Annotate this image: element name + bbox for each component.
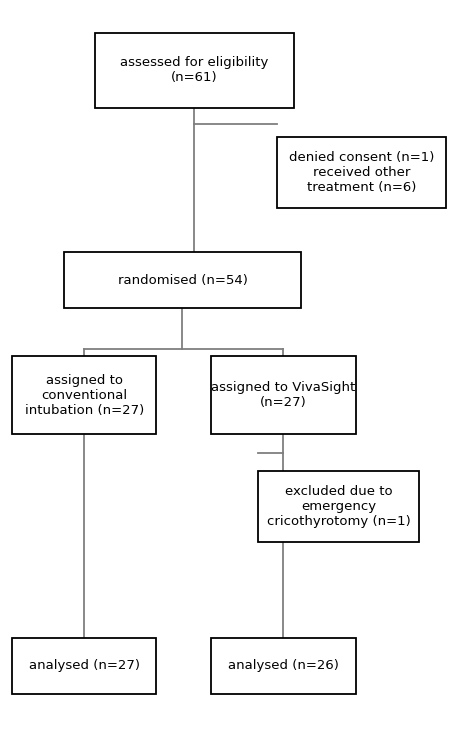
FancyBboxPatch shape	[211, 638, 356, 694]
FancyBboxPatch shape	[12, 638, 156, 694]
FancyBboxPatch shape	[12, 356, 156, 434]
Text: assessed for eligibility
(n=61): assessed for eligibility (n=61)	[120, 56, 269, 85]
FancyBboxPatch shape	[258, 471, 419, 542]
FancyBboxPatch shape	[277, 137, 446, 208]
FancyBboxPatch shape	[64, 252, 301, 308]
Text: assigned to VivaSight
(n=27): assigned to VivaSight (n=27)	[211, 381, 356, 409]
Text: assigned to
conventional
intubation (n=27): assigned to conventional intubation (n=2…	[25, 374, 144, 416]
Text: analysed (n=27): analysed (n=27)	[28, 660, 140, 672]
Text: randomised (n=54): randomised (n=54)	[118, 274, 247, 286]
Text: analysed (n=26): analysed (n=26)	[228, 660, 338, 672]
FancyBboxPatch shape	[95, 33, 294, 108]
Text: excluded due to
emergency
cricothyrotomy (n=1): excluded due to emergency cricothyrotomy…	[267, 485, 411, 528]
Text: denied consent (n=1)
received other
treatment (n=6): denied consent (n=1) received other trea…	[289, 151, 434, 194]
FancyBboxPatch shape	[211, 356, 356, 434]
